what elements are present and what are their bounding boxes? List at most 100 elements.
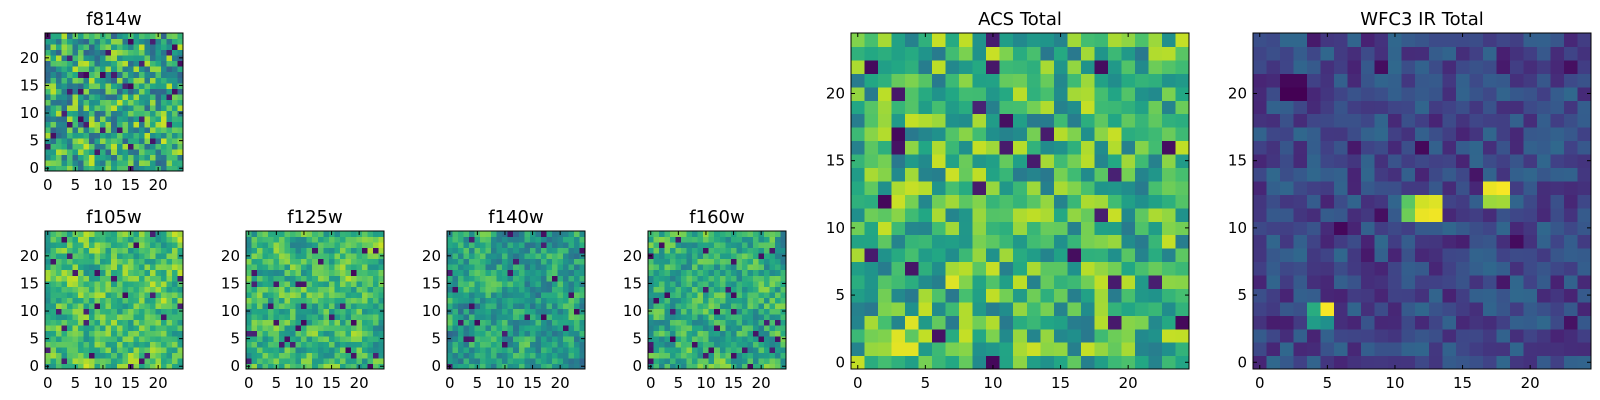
heatmap-cell: [334, 297, 341, 304]
heatmap-cell: [284, 357, 291, 365]
heatmap-cell: [246, 319, 253, 326]
heatmap-cell: [458, 231, 465, 238]
heatmap-cell: [50, 286, 57, 293]
heatmap-cell: [177, 49, 184, 56]
y-tick-label: 20: [20, 49, 39, 67]
heatmap-cell: [945, 355, 960, 370]
heatmap-cell: [372, 363, 380, 370]
heatmap-cell: [45, 352, 52, 359]
heatmap-cell: [1455, 355, 1470, 370]
heatmap-cell: [1523, 46, 1538, 61]
heatmap-cell: [45, 297, 52, 304]
heatmap-cell: [769, 324, 776, 331]
heatmap-cell: [122, 88, 129, 95]
heatmap-cell: [513, 247, 520, 254]
heatmap-cell: [1053, 194, 1068, 209]
heatmap-cell: [138, 104, 145, 111]
heatmap-cell: [864, 248, 879, 263]
heatmap-cell: [999, 194, 1014, 209]
heatmap-cell: [160, 148, 168, 156]
heatmap-cell: [999, 113, 1014, 128]
heatmap-cell: [72, 324, 79, 331]
heatmap-cell: [653, 341, 660, 348]
heatmap-cell: [1509, 234, 1524, 249]
heatmap-cell: [116, 357, 123, 365]
heatmap-cell: [1293, 33, 1308, 48]
heatmap-cell: [306, 319, 313, 326]
heatmap-cell: [769, 341, 776, 348]
heatmap-cell: [149, 308, 156, 315]
heatmap-cell: [932, 221, 947, 236]
heatmap-cell: [1415, 355, 1430, 370]
y-tick-label: 5: [29, 330, 39, 348]
heatmap-cell: [100, 121, 107, 128]
heatmap-cell: [155, 335, 162, 342]
heatmap-cell: [1320, 59, 1335, 74]
heatmap-cell: [1428, 288, 1443, 303]
heatmap-cell: [659, 242, 666, 249]
heatmap-cell: [568, 275, 575, 282]
heatmap-cell: [1577, 194, 1592, 209]
heatmap-cell: [1415, 167, 1430, 182]
heatmap-cell: [1161, 153, 1177, 168]
heatmap-cell: [127, 71, 134, 78]
heatmap-cell: [1347, 274, 1362, 289]
heatmap-cell: [138, 71, 145, 78]
heatmap-cell: [78, 159, 85, 167]
heatmap-cell: [1080, 221, 1095, 236]
heatmap-cell: [719, 231, 726, 238]
heatmap-cell: [290, 258, 297, 265]
y-tick-label: 10: [221, 302, 240, 320]
heatmap-cell: [972, 261, 987, 276]
heatmap-cell: [290, 275, 297, 282]
heatmap-cell: [56, 341, 63, 348]
heatmap-cell: [959, 33, 974, 48]
heatmap-cell: [1536, 113, 1552, 128]
heatmap-cell: [1361, 248, 1376, 263]
heatmap-cell: [905, 274, 920, 289]
heatmap-cell: [144, 165, 151, 172]
heatmap-cell: [714, 313, 721, 320]
heatmap-cell: [160, 291, 168, 298]
heatmap-cell: [1347, 73, 1362, 88]
heatmap-cell: [557, 324, 564, 331]
heatmap-cell: [769, 302, 776, 309]
heatmap-cell: [513, 335, 520, 342]
heatmap-cell: [703, 335, 710, 342]
heatmap-cell: [295, 275, 302, 282]
heatmap-cell: [268, 253, 275, 260]
heatmap-cell: [1428, 100, 1443, 115]
heatmap-cell: [469, 231, 476, 238]
heatmap-cell: [529, 247, 536, 254]
heatmap-cell: [480, 242, 487, 249]
heatmap-cell: [56, 247, 63, 254]
heatmap-cell: [725, 247, 732, 254]
heatmap-cell: [458, 335, 465, 342]
heatmap-cell: [714, 308, 721, 315]
heatmap-cell: [1334, 153, 1349, 168]
heatmap-cell: [703, 242, 710, 249]
heatmap-cell: [94, 99, 101, 106]
heatmap-cell: [659, 236, 666, 243]
heatmap-cell: [1307, 167, 1322, 182]
heatmap-cell: [513, 258, 520, 265]
heatmap-cell: [1347, 100, 1362, 115]
heatmap-cell: [78, 352, 85, 359]
heatmap-cell: [1134, 86, 1150, 101]
heatmap-cell: [659, 324, 666, 331]
heatmap-cell: [45, 269, 52, 276]
heatmap-cell: [155, 93, 162, 100]
heatmap-cell: [1374, 274, 1389, 289]
heatmap-cell: [1536, 180, 1552, 195]
heatmap-cell: [45, 357, 52, 365]
heatmap-cell: [474, 275, 481, 282]
heatmap-cell: [100, 346, 107, 354]
heatmap-cell: [301, 346, 308, 354]
heatmap-cell: [1550, 355, 1565, 370]
heatmap-cell: [334, 286, 341, 293]
heatmap-cell: [1266, 315, 1281, 330]
heatmap-cell: [507, 324, 514, 331]
heatmap-cell: [568, 335, 575, 342]
heatmap-cell: [480, 291, 487, 298]
